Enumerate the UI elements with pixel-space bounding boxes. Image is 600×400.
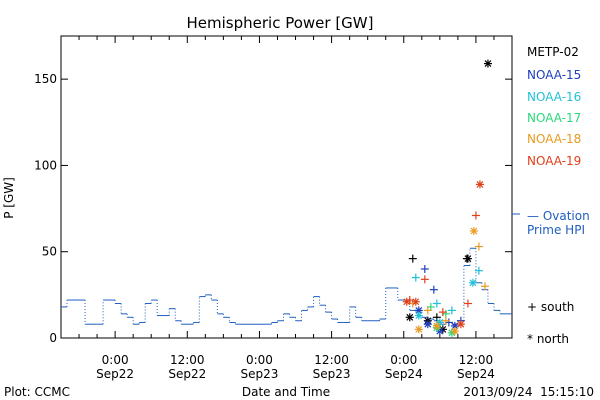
south-point bbox=[420, 264, 429, 273]
y-axis-label: P [GW] bbox=[2, 177, 16, 219]
x-tick-label-time: 0:00 bbox=[102, 353, 129, 367]
x-tick-label-date: Sep24 bbox=[385, 367, 423, 381]
chart-title: Hemispheric Power [GW] bbox=[187, 14, 374, 32]
south-point bbox=[471, 211, 480, 220]
legend-noaa-17: NOAA-17 bbox=[527, 111, 581, 125]
x-tick-label-date: Sep22 bbox=[96, 367, 134, 381]
x-tick-label-date: Sep23 bbox=[240, 367, 278, 381]
y-tick-label: 100 bbox=[34, 158, 57, 172]
legend-north-symbol: * north bbox=[527, 332, 569, 346]
legend-ovation-line2: Prime HPI bbox=[527, 223, 585, 237]
x-tick-label-date: Sep23 bbox=[313, 367, 351, 381]
south-point bbox=[429, 285, 438, 294]
north-point bbox=[432, 321, 441, 330]
north-point bbox=[450, 327, 459, 336]
y-tick-label: 50 bbox=[42, 245, 57, 259]
north-point bbox=[405, 313, 414, 322]
north-point bbox=[483, 59, 492, 68]
satellite-points bbox=[402, 59, 492, 337]
footer-timestamp: 2013/09/24 15:15:10 bbox=[463, 385, 594, 399]
south-point bbox=[408, 254, 417, 263]
legend-noaa-19: NOAA-19 bbox=[527, 154, 581, 168]
south-point bbox=[474, 266, 483, 275]
x-tick-label-time: 0:00 bbox=[246, 353, 273, 367]
x-ticks: 0:00Sep2212:00Sep220:00Sep2312:00Sep230:… bbox=[60, 36, 513, 381]
x-tick-label-time: 0:00 bbox=[390, 353, 417, 367]
legend-noaa-15: NOAA-15 bbox=[527, 68, 581, 82]
plot-frame bbox=[60, 35, 513, 339]
south-point bbox=[411, 273, 420, 282]
north-point bbox=[456, 320, 465, 329]
north-point bbox=[414, 325, 423, 334]
y-tick-label: 150 bbox=[34, 72, 57, 86]
footer-credit: Plot: CCMC bbox=[4, 385, 70, 399]
south-point bbox=[438, 308, 447, 317]
legend-metp-02: METP-02 bbox=[527, 45, 579, 59]
x-tick-label-date: Sep22 bbox=[168, 367, 206, 381]
north-point bbox=[411, 297, 420, 306]
north-point bbox=[423, 320, 432, 329]
north-point bbox=[475, 180, 484, 189]
north-point bbox=[469, 227, 478, 236]
legend-ovation-line1: — Ovation bbox=[527, 209, 590, 223]
y-tick-label: 0 bbox=[49, 331, 57, 345]
x-tick-label-time: 12:00 bbox=[314, 353, 349, 367]
legend-south-symbol: + south bbox=[527, 300, 574, 314]
x-axis-label: Date and Time bbox=[242, 385, 330, 399]
south-point bbox=[480, 282, 489, 291]
south-point bbox=[474, 242, 483, 251]
x-tick-label-time: 12:00 bbox=[170, 353, 205, 367]
x-tick-label-time: 12:00 bbox=[459, 353, 494, 367]
north-point bbox=[463, 254, 472, 263]
north-point bbox=[468, 278, 477, 287]
south-point bbox=[432, 299, 441, 308]
north-point bbox=[414, 311, 423, 320]
ovation-layer bbox=[61, 247, 512, 325]
north-point bbox=[402, 297, 411, 306]
south-point bbox=[423, 306, 432, 315]
south-point bbox=[420, 275, 429, 284]
x-tick-label-date: Sep24 bbox=[457, 367, 495, 381]
south-point bbox=[463, 299, 472, 308]
south-point bbox=[447, 306, 456, 315]
north-point bbox=[414, 306, 423, 315]
y-ticks: 0 50 100 150 bbox=[34, 72, 512, 345]
legend-noaa-16: NOAA-16 bbox=[527, 90, 581, 104]
south-point bbox=[441, 316, 450, 325]
legend-noaa-18: NOAA-18 bbox=[527, 132, 581, 146]
